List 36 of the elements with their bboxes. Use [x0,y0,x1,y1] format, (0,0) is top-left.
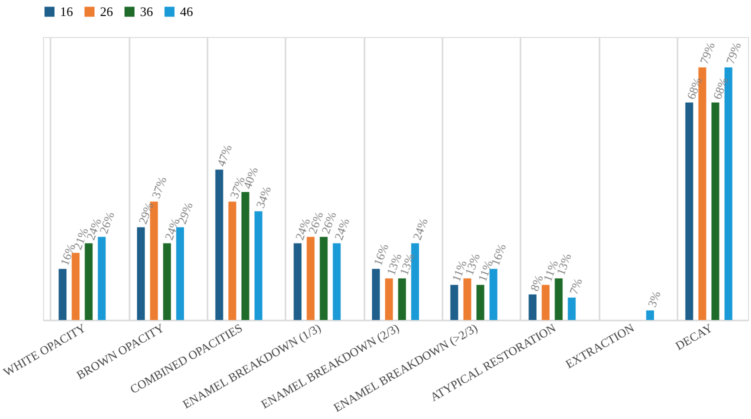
bar [137,227,145,320]
data-label: 79% [723,40,744,66]
data-label: 47% [214,142,235,168]
bar [215,170,224,320]
bar [332,243,341,320]
data-label: 34% [253,184,274,210]
bar [476,284,484,320]
bar [542,284,550,320]
data-label: 24% [410,216,431,242]
bar [685,102,694,320]
data-label: 68% [684,76,705,102]
bar [646,310,654,320]
bar [254,211,262,320]
bar [228,202,236,320]
bar [58,268,66,320]
bar [450,284,458,320]
bar [163,243,171,320]
legend-label: 46 [180,4,194,19]
data-label: 37% [148,174,170,200]
data-label: 7% [566,276,586,296]
legend-label: 16 [60,4,74,19]
data-label: 79% [697,40,718,66]
bar [294,243,302,320]
bar [528,294,536,320]
data-label: 3% [644,289,664,310]
bar [320,236,328,320]
bar [398,278,406,320]
bar [711,102,720,320]
bar [568,298,576,320]
legend-label: 26 [100,4,114,19]
data-label: 68% [710,76,731,102]
data-label: 8% [527,273,546,294]
bar [372,268,380,320]
data-label: 29% [136,200,156,226]
bar [385,278,393,320]
legend-label: 36 [140,4,154,19]
